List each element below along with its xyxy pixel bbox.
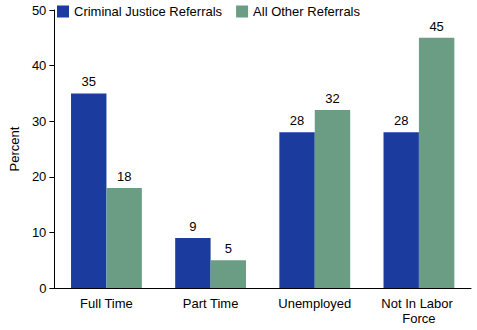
svg-text:Full Time: Full Time [80, 296, 133, 311]
svg-text:45: 45 [429, 19, 443, 34]
svg-text:50: 50 [32, 3, 46, 18]
svg-text:30: 30 [32, 114, 46, 129]
svg-text:32: 32 [325, 91, 339, 106]
svg-text:10: 10 [32, 225, 46, 240]
svg-text:Not In Labor: Not In Labor [381, 296, 456, 311]
svg-text:5: 5 [225, 241, 232, 256]
svg-text:28: 28 [290, 113, 304, 128]
svg-text:35: 35 [81, 74, 95, 89]
svg-text:Percent: Percent [7, 126, 22, 171]
svg-text:Unemployed: Unemployed [278, 296, 351, 311]
svg-text:40: 40 [32, 58, 46, 73]
svg-text:Part Time: Part Time [183, 296, 239, 311]
svg-text:Force: Force [402, 311, 435, 326]
svg-text:20: 20 [32, 169, 46, 184]
svg-text:9: 9 [189, 219, 196, 234]
svg-text:All Other Referrals: All Other Referrals [253, 4, 360, 19]
svg-text:28: 28 [394, 113, 408, 128]
svg-text:Criminal Justice Referrals: Criminal Justice Referrals [74, 4, 223, 19]
svg-text:0: 0 [39, 281, 46, 296]
svg-text:18: 18 [117, 169, 131, 184]
